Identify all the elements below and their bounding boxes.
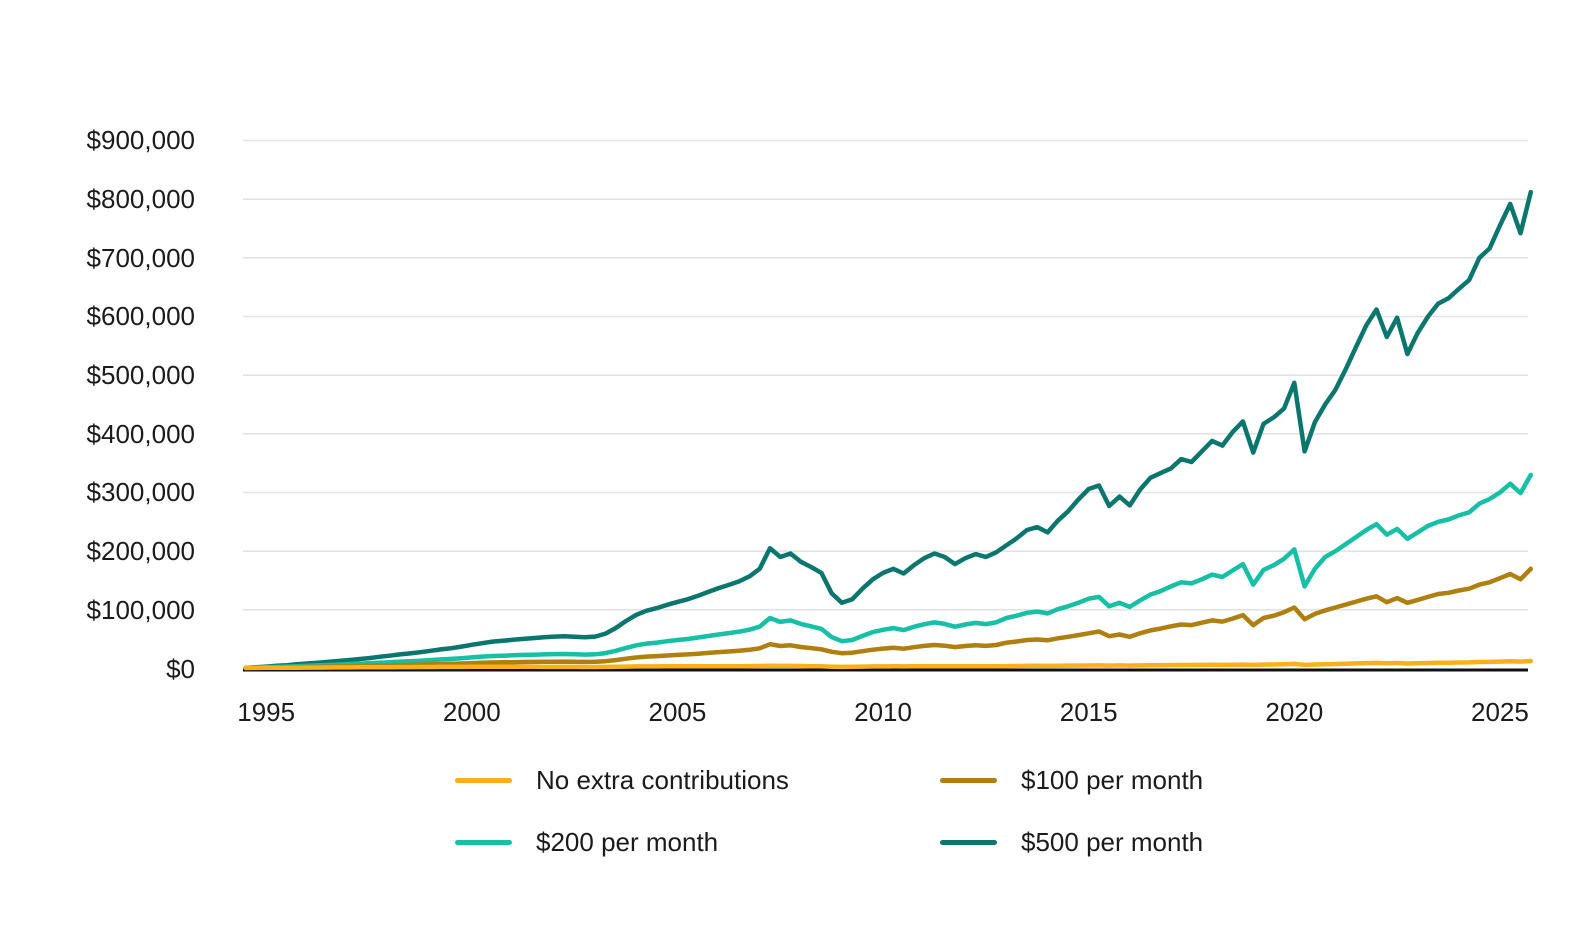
x-tick-label: 2025 — [1470, 697, 1529, 727]
legend-label: $500 per month — [1021, 826, 1204, 857]
x-tick-label: 1995 — [237, 697, 296, 727]
x-tick-label: 2015 — [1059, 697, 1118, 727]
legend-swatch-icon — [455, 839, 512, 845]
legend-item-no-extra-contributions: No extra contributions — [455, 765, 789, 795]
series-line--200-per-month — [243, 472, 1534, 671]
series-line-no-extra-contributions — [243, 658, 1534, 671]
series-line--100-per-month — [243, 566, 1534, 671]
y-tick-label: $900,000 — [86, 125, 195, 156]
x-tick-label: 2005 — [648, 697, 707, 727]
legend-item-100-per-month: $100 per month — [940, 765, 1203, 795]
y-tick-label: $600,000 — [86, 301, 195, 332]
legend-item-500-per-month: $500 per month — [940, 827, 1203, 857]
y-tick-label: $700,000 — [86, 242, 195, 273]
legend-label: No extra contributions — [536, 764, 789, 795]
legend-swatch-icon — [455, 777, 512, 783]
y-tick-label: $400,000 — [86, 418, 195, 449]
legend-item-200-per-month: $200 per month — [455, 827, 718, 857]
y-tick-label: $0 — [166, 653, 195, 684]
x-tick-label: 2020 — [1265, 697, 1324, 727]
legend-label: $200 per month — [536, 826, 719, 857]
y-tick-label: $500,000 — [86, 360, 195, 391]
legend-swatch-icon — [940, 777, 997, 783]
legend-label: $100 per month — [1021, 764, 1204, 795]
legend-swatch-icon — [940, 839, 997, 845]
x-tick-label: 2000 — [442, 697, 501, 727]
y-tick-label: $800,000 — [86, 184, 195, 215]
y-tick-label: $300,000 — [86, 477, 195, 508]
y-tick-label: $100,000 — [86, 594, 195, 625]
series-line--500-per-month — [243, 189, 1534, 671]
y-tick-label: $200,000 — [86, 536, 195, 567]
x-tick-label: 2010 — [854, 697, 912, 727]
